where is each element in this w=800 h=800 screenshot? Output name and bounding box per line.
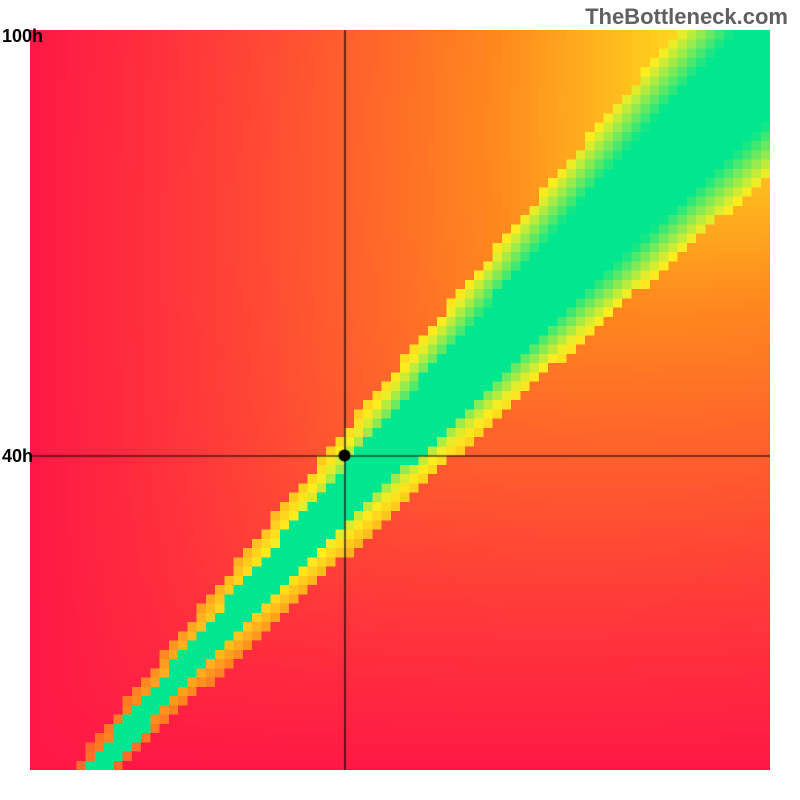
y-axis-label-mid: 40h (2, 446, 33, 467)
crosshair-overlay (30, 30, 770, 770)
attribution-text: TheBottleneck.com (585, 4, 788, 30)
y-axis-label-top: 100h (2, 26, 43, 47)
chart-stage: TheBottleneck.com 100h 40h (0, 0, 800, 800)
